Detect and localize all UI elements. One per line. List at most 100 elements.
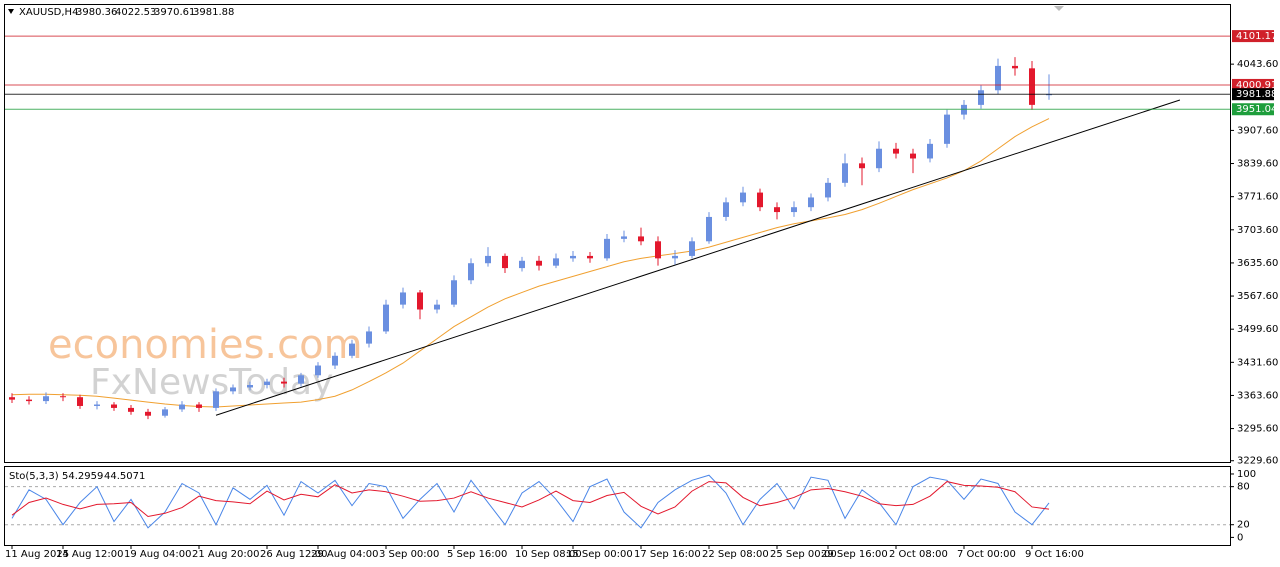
candle-body xyxy=(94,404,100,406)
candle-body xyxy=(77,397,83,406)
price-level-label: 4101.17 xyxy=(1236,31,1277,42)
trendline xyxy=(215,99,1181,416)
price-level-label: 3981.88 xyxy=(1236,89,1277,100)
indicator-y-tick-label: 0 xyxy=(1237,532,1243,543)
candle-body xyxy=(587,255,593,259)
x-tick-label: 29 Sep 16:00 xyxy=(821,549,888,560)
x-tick-label: 15 Sep 00:00 xyxy=(566,549,633,560)
y-tick-label: 3499.60 xyxy=(1237,324,1278,335)
candle-body xyxy=(230,387,236,392)
indicator-y-tick-label: 80 xyxy=(1237,482,1250,493)
candle-body xyxy=(536,260,542,266)
candle-body xyxy=(825,182,831,198)
candle-body xyxy=(128,407,134,412)
candle-body xyxy=(961,104,967,115)
y-tick-label: 3229.60 xyxy=(1237,456,1278,467)
candle-body xyxy=(213,391,219,408)
candle-body xyxy=(434,304,440,310)
candle-body xyxy=(995,65,1001,91)
indicator-reading: 54.2959 xyxy=(62,471,103,482)
candle-body xyxy=(638,236,644,242)
candle-body xyxy=(349,343,355,356)
x-tick-label: 3 Sep 00:00 xyxy=(379,549,439,560)
candle-body xyxy=(893,148,899,154)
x-tick-label: 7 Oct 00:00 xyxy=(957,549,1016,560)
candle-body xyxy=(842,163,848,183)
indicator-line xyxy=(11,481,1050,517)
candle-body xyxy=(978,90,984,105)
candle-body xyxy=(162,409,168,416)
candle-body xyxy=(315,365,321,376)
candle-body xyxy=(604,238,610,259)
watermark: FxNewsToday xyxy=(90,362,333,403)
candle-body xyxy=(519,260,525,269)
candle-body xyxy=(383,304,389,332)
candle-body xyxy=(655,241,661,259)
x-tick-label: 29 Aug 04:00 xyxy=(311,549,378,560)
ohlc-open: 3980.36 xyxy=(76,7,117,18)
candle-body xyxy=(247,385,253,388)
x-tick-label: 11 Aug 2025 xyxy=(5,549,69,560)
price-level-tag xyxy=(1232,103,1274,116)
candle-body xyxy=(1029,68,1035,105)
candle-body xyxy=(791,207,797,213)
x-tick-label: 19 Aug 04:00 xyxy=(124,549,191,560)
candle-body xyxy=(485,255,491,264)
price-level-label: 4000.91 xyxy=(1236,80,1277,91)
x-tick-label: 22 Sep 08:00 xyxy=(702,549,769,560)
indicator-y-tick-label: 100 xyxy=(1237,469,1256,480)
price-level-label: 3951.04 xyxy=(1236,104,1277,115)
candle-body xyxy=(944,114,950,144)
x-tick-label: 21 Aug 20:00 xyxy=(192,549,259,560)
shift-marker xyxy=(1054,6,1064,11)
price-level-tag xyxy=(1232,30,1274,43)
y-tick-label: 3295.60 xyxy=(1237,424,1278,435)
indicator-title: Sto(5,3,3) xyxy=(9,471,59,482)
indicator-line xyxy=(11,474,1050,529)
candle-body xyxy=(774,207,780,213)
candle-body xyxy=(876,148,882,169)
ohlc-high: 4022.53 xyxy=(115,7,156,18)
candle-body xyxy=(9,397,15,400)
ohlc-close: 3981.88 xyxy=(193,7,234,18)
candle-body xyxy=(672,255,678,259)
candle-body xyxy=(332,355,338,366)
candle-body xyxy=(1012,65,1018,69)
candle-body xyxy=(111,404,117,408)
candle-body xyxy=(859,163,865,169)
candle-body xyxy=(451,280,457,305)
candle-body xyxy=(910,153,916,159)
candle-body xyxy=(366,331,372,344)
x-tick-label: 26 Aug 12:00 xyxy=(260,549,327,560)
indicator-y-tick-label: 20 xyxy=(1237,520,1250,531)
candle-body xyxy=(689,241,695,256)
candle-body xyxy=(417,292,423,310)
main-panel xyxy=(4,4,1231,463)
candle-body xyxy=(43,396,49,402)
candle-body xyxy=(706,216,712,242)
candle-body xyxy=(298,375,304,384)
x-tick-label: 9 Oct 16:00 xyxy=(1025,549,1084,560)
x-tick-label: 5 Sep 16:00 xyxy=(447,549,507,560)
price-level-tag xyxy=(1232,88,1274,101)
candle-body xyxy=(264,381,270,386)
candle-body xyxy=(281,381,287,384)
menu-arrow[interactable] xyxy=(8,9,14,14)
candle-body xyxy=(808,197,814,208)
ohlc-low: 3970.61 xyxy=(154,7,195,18)
x-tick-label: 2 Oct 08:00 xyxy=(889,549,948,560)
candle-body xyxy=(60,396,66,398)
x-tick-label: 14 Aug 12:00 xyxy=(56,549,123,560)
x-tick-label: 10 Sep 08:00 xyxy=(515,549,582,560)
symbol: XAUUSD,H4 xyxy=(19,7,78,18)
candle-body xyxy=(502,255,508,269)
y-tick-label: 3635.60 xyxy=(1237,258,1278,269)
y-tick-label: 3567.60 xyxy=(1237,291,1278,302)
candle-body xyxy=(570,255,576,259)
candle-body xyxy=(927,143,933,159)
x-tick-label: 17 Sep 16:00 xyxy=(634,549,701,560)
y-tick-label: 3431.60 xyxy=(1237,357,1278,368)
indicator-reading: 44.5071 xyxy=(104,471,145,482)
y-tick-label: 3839.60 xyxy=(1237,159,1278,170)
